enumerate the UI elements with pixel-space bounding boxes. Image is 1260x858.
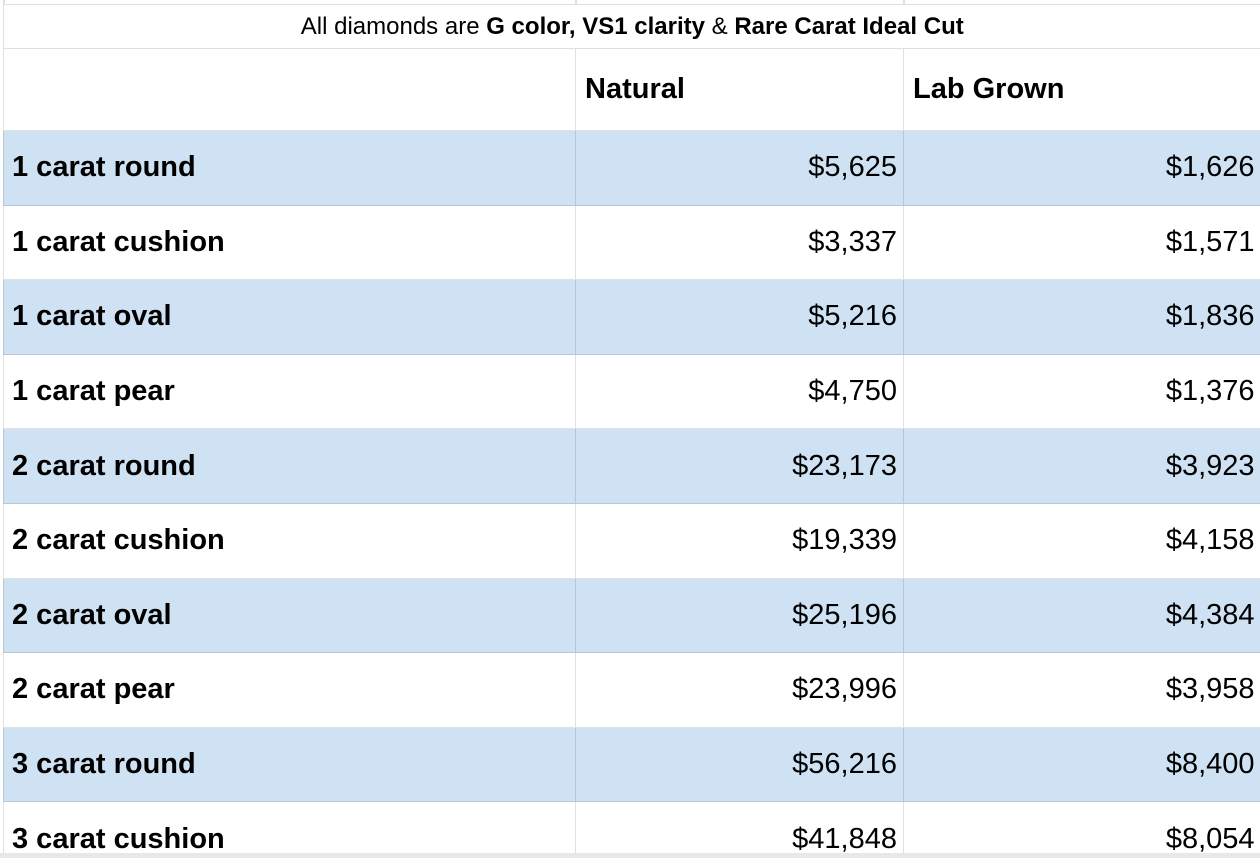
table-row: 2 carat pear $23,996 $3,958 xyxy=(3,652,1260,728)
row-label: 2 carat oval xyxy=(3,577,576,654)
row-label: 3 carat cushion xyxy=(3,801,576,858)
gridline-stub-col2 xyxy=(575,0,577,4)
row-label: 2 carat cushion xyxy=(3,502,576,579)
table-row: 2 carat oval $25,196 $4,384 xyxy=(3,577,1260,654)
table-row: 2 carat cushion $19,339 $4,158 xyxy=(3,502,1260,579)
lab-grown-price: $4,158 xyxy=(902,502,1260,579)
natural-price: $23,996 xyxy=(575,652,904,728)
header-lab-grown: Lab Grown xyxy=(902,48,1260,131)
lab-grown-price: $1,626 xyxy=(902,130,1260,206)
row-label: 1 carat cushion xyxy=(3,204,576,281)
natural-price: $23,173 xyxy=(575,428,904,504)
lab-grown-price: $1,571 xyxy=(902,204,1260,281)
cut-off-row-strip-bottom xyxy=(0,853,1260,858)
table-row: 3 carat round $56,216 $8,400 xyxy=(3,726,1260,803)
cut-off-row-strip xyxy=(0,0,1260,4)
natural-price: $3,337 xyxy=(575,204,904,281)
gridline-stub-left xyxy=(3,0,5,4)
header-empty-cell xyxy=(3,48,576,131)
natural-price: $25,196 xyxy=(575,577,904,654)
table-row: 1 carat pear $4,750 $1,376 xyxy=(3,353,1260,430)
title-text-bold-specs: G color, VS1 clarity xyxy=(486,12,705,40)
row-label: 2 carat pear xyxy=(3,652,576,728)
lab-grown-price: $4,384 xyxy=(902,577,1260,654)
title-text-bold-cut: Rare Carat Ideal Cut xyxy=(734,12,964,40)
natural-price: $56,216 xyxy=(575,726,904,803)
lab-grown-price: $1,376 xyxy=(902,353,1260,430)
row-label: 1 carat pear xyxy=(3,353,576,430)
table-row: 1 carat round $5,625 $1,626 xyxy=(3,130,1260,206)
price-comparison-table: All diamonds are G color, VS1 clarity & … xyxy=(2,4,1260,858)
header-natural: Natural xyxy=(575,48,904,131)
natural-price: $4,750 xyxy=(575,353,904,430)
lab-grown-price: $8,054 xyxy=(902,801,1260,858)
table-title: All diamonds are G color, VS1 clarity & … xyxy=(2,4,1260,49)
lab-grown-price: $3,923 xyxy=(902,428,1260,504)
natural-price: $5,625 xyxy=(575,130,904,206)
lab-grown-price: $1,836 xyxy=(902,279,1260,355)
table-row: 2 carat round $23,173 $3,923 xyxy=(3,428,1260,504)
natural-price: $19,339 xyxy=(575,502,904,579)
row-label: 1 carat round xyxy=(3,130,576,206)
natural-price: $5,216 xyxy=(575,279,904,355)
title-text-ampersand: & xyxy=(704,12,735,40)
row-label: 2 carat round xyxy=(3,428,576,504)
row-label: 3 carat round xyxy=(3,726,576,803)
table-row: 1 carat oval $5,216 $1,836 xyxy=(3,279,1260,355)
table-title-row: All diamonds are G color, VS1 clarity & … xyxy=(2,4,1260,49)
lab-grown-price: $8,400 xyxy=(902,726,1260,803)
table-row: 1 carat cushion $3,337 $1,571 xyxy=(3,204,1260,281)
table-header-row: Natural Lab Grown xyxy=(3,48,1260,131)
lab-grown-price: $3,958 xyxy=(902,652,1260,728)
natural-price: $41,848 xyxy=(575,801,904,858)
title-text-regular: All diamonds are xyxy=(300,12,487,40)
table-row: 3 carat cushion $41,848 $8,054 xyxy=(3,801,1260,858)
gridline-stub-col3 xyxy=(903,0,905,4)
row-label: 1 carat oval xyxy=(3,279,576,355)
